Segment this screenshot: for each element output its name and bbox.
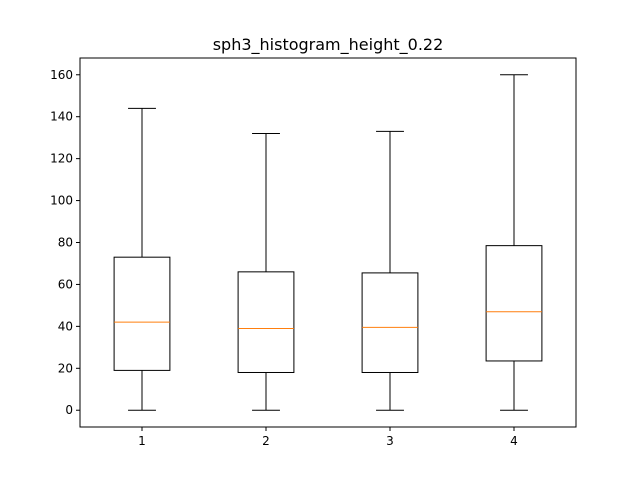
- x-tick-label: 2: [262, 434, 270, 448]
- y-tick-label: 80: [58, 236, 73, 250]
- box-1: [113, 256, 171, 371]
- box-2: [237, 271, 295, 373]
- box-4: [485, 245, 543, 362]
- y-tick-label: 120: [50, 152, 73, 166]
- box-3: [361, 272, 419, 373]
- y-tick-label: 60: [58, 277, 73, 291]
- y-tick-label: 100: [50, 194, 73, 208]
- y-tick-label: 0: [65, 403, 73, 417]
- x-tick-label: 3: [386, 434, 394, 448]
- y-tick-label: 40: [58, 319, 73, 333]
- y-tick-label: 160: [50, 68, 73, 82]
- x-tick-label: 1: [138, 434, 146, 448]
- y-tick-label: 20: [58, 361, 73, 375]
- chart-title: sph3_histogram_height_0.22: [213, 35, 444, 55]
- x-tick-label: 4: [510, 434, 518, 448]
- plot-area: 0 20 40 60 80 100 120 140 160 1 2 3 4: [50, 57, 577, 448]
- y-tick-label: 140: [50, 110, 73, 124]
